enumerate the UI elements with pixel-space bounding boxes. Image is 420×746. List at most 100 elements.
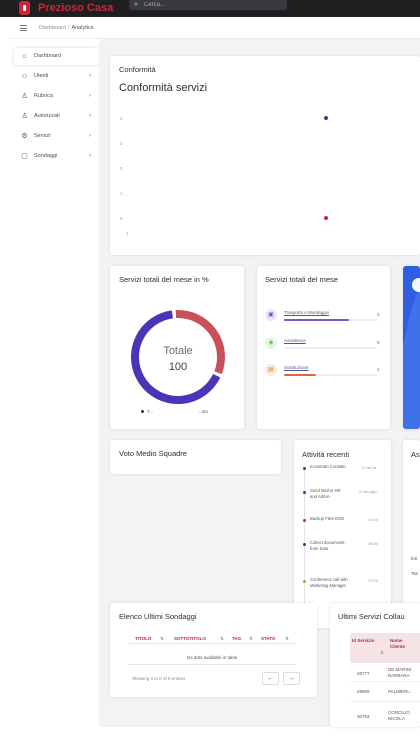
top-bar: Prezioso Casa ⌕	[0, 0, 420, 17]
sidebar-item-label: Autorizzati	[34, 113, 60, 119]
sidebar-item-rubrica[interactable]: ♙ Rubrica ›	[14, 88, 99, 105]
sidebar-item-servizi[interactable]: ⚙ Servizi ›	[14, 128, 99, 145]
divider	[350, 681, 420, 682]
service-bar-track	[284, 347, 377, 349]
activity-time: 2 min fa	[362, 465, 377, 470]
surveys-card: Elenco Ultimi Sondaggi TITOLO ⇅ SOTTOTIT…	[110, 603, 317, 697]
conformita-small-title: Conformità	[119, 65, 156, 74]
x-tick-label: 1	[126, 231, 129, 236]
table-info: Showing 0 to 0 of 0 entries	[132, 676, 186, 681]
donut-center-value: 100	[168, 361, 188, 373]
tested-services-card: Ultimi Servizi Collau Id Servizio ⇅ Nome…	[330, 603, 420, 727]
donut-card-title: Servizi totali del mese in %	[119, 275, 209, 284]
sidebar-item-label: Utenti	[34, 73, 49, 79]
tested-services-title: Ultimi Servizi Collau	[338, 612, 405, 621]
partial-card-line: Tan	[411, 571, 419, 576]
column-header-id-servizio[interactable]: Id Servizio	[352, 638, 375, 643]
survey-icon: ▢	[21, 153, 28, 160]
y-tick-label: 1	[120, 191, 123, 196]
chevron-right-icon: ›	[89, 153, 91, 159]
sort-icon[interactable]: ⇅	[249, 636, 253, 641]
sidebar-item-utenti[interactable]: ☺ Utenti ›	[14, 68, 99, 85]
donut-legend-2[interactable]: ...uto	[198, 409, 209, 414]
main-content: Conformità Conformità servizi 4 3 2 1 0 1 Ser…	[99, 39, 420, 727]
timeline-dot	[303, 543, 306, 546]
partial-card-line: Est	[411, 556, 418, 561]
surveys-card-title: Elenco Ultimi Sondaggi	[119, 612, 197, 621]
column-header-titolo[interactable]: TITOLO	[135, 636, 152, 641]
activity-time: 14:00	[368, 517, 379, 522]
sort-icon[interactable]: ⇅	[285, 636, 289, 641]
activity-time: 2 min ago	[359, 489, 377, 494]
service-label[interactable]: Trasporto e Montaggio	[284, 310, 330, 315]
services-card: Servizi totali del mese ▣ Trasporto e Mo…	[257, 266, 390, 429]
service-bar	[284, 374, 316, 376]
divider	[128, 664, 296, 665]
chevron-right-icon: ›	[89, 93, 91, 99]
chevron-right-icon: ›	[89, 113, 91, 119]
brand-name[interactable]: Prezioso Casa	[38, 2, 114, 14]
search-box[interactable]: ⌕	[129, 0, 287, 10]
conformita-chart: 4 3 2 1 0 1	[120, 116, 328, 236]
user-check-icon: ♙	[21, 113, 28, 120]
donut-chart	[131, 310, 225, 404]
activity-time: 17:00	[368, 578, 379, 583]
voto-card-title: Voto Medio Squadre	[119, 449, 187, 458]
menu-toggle-icon[interactable]	[20, 25, 27, 31]
service-label[interactable]: Assistenza	[284, 338, 306, 343]
chart-point[interactable]	[324, 216, 328, 220]
surveys-table-header	[128, 633, 296, 644]
sidebar-item-sondaggi[interactable]: ▢ Sondaggi ›	[14, 148, 99, 165]
column-header-nome-cliente[interactable]: Nome Cliente	[390, 638, 406, 649]
blue-stat-card	[403, 266, 420, 429]
sidebar-item-label: Servizi	[34, 133, 51, 139]
sort-icon[interactable]: ⇅	[220, 636, 224, 641]
activity-text: Incontrato Contatto	[310, 464, 346, 469]
column-header-stato[interactable]: STATO	[261, 636, 276, 641]
search-input[interactable]	[144, 0, 282, 10]
conformita-card: Conformità Conformità servizi 4 3 2 1 0 1	[110, 56, 420, 255]
breadcrumb-current: Analytics	[71, 25, 94, 31]
breadcrumb-root[interactable]: Dashboard	[39, 25, 66, 31]
donut-card: Servizi totali del mese in % Totale 100 …	[110, 266, 244, 429]
brand-logo-icon[interactable]	[19, 1, 30, 15]
activity-card: Attività recenti Incontrato Contatto 2 m…	[294, 440, 391, 628]
gear-icon: ⚙	[21, 133, 28, 140]
divider	[350, 701, 420, 702]
chart-point[interactable]	[324, 116, 328, 120]
y-tick-label: 3	[120, 141, 123, 146]
column-header-tag[interactable]: TAG	[232, 636, 242, 641]
cell-id: 30763	[357, 714, 370, 719]
column-header-sottotitolo[interactable]: SOTTOTITOLO	[174, 636, 206, 641]
service-bar	[284, 319, 349, 321]
cell-name: CONCILIO NICOLA	[388, 710, 410, 721]
donut-center-label: Totale	[163, 345, 193, 357]
sort-icon[interactable]: ⇅	[160, 636, 164, 641]
contact-icon: ♙	[21, 93, 28, 100]
sidebar-item-label: Rubrica	[34, 93, 53, 99]
chevron-right-icon: ›	[89, 133, 91, 139]
sidebar-item-label: Dashboard	[34, 53, 61, 59]
prev-page-button[interactable]: ←	[262, 672, 279, 685]
activity-text: Send Mail to HR and Admin	[310, 488, 341, 499]
timeline-dot	[303, 519, 306, 522]
cell-id: 29959	[357, 689, 370, 694]
voto-card: Voto Medio Squadre	[110, 440, 281, 474]
sub-header: Dashboard / Analytics	[8, 17, 420, 39]
empty-table-message: No data available in table	[186, 655, 238, 660]
next-page-button[interactable]: →	[283, 672, 300, 685]
donut-legend-1[interactable]: T...	[147, 409, 154, 414]
sidebar-item-dashboard[interactable]: ⌂ Dashboard	[14, 48, 99, 65]
activity-text: Collect documents from Sara	[310, 540, 345, 551]
sidebar-item-autorizzati[interactable]: ♙ Autorizzati ›	[14, 108, 99, 125]
activity-text: Conference call with Marketing Manager	[310, 577, 348, 588]
donut-slice[interactable]	[175, 310, 225, 375]
service-label[interactable]: Sostituzione	[284, 365, 309, 370]
sidebar-item-label: Sondaggi	[34, 153, 58, 159]
donut-slice[interactable]	[131, 310, 221, 404]
partial-card: As Est Tan	[403, 440, 420, 628]
sort-icon[interactable]: ⇅	[380, 650, 384, 655]
replace-icon: ▤	[265, 364, 277, 376]
tested-table-header	[350, 633, 420, 663]
breadcrumb: Dashboard / Analytics	[39, 24, 93, 32]
